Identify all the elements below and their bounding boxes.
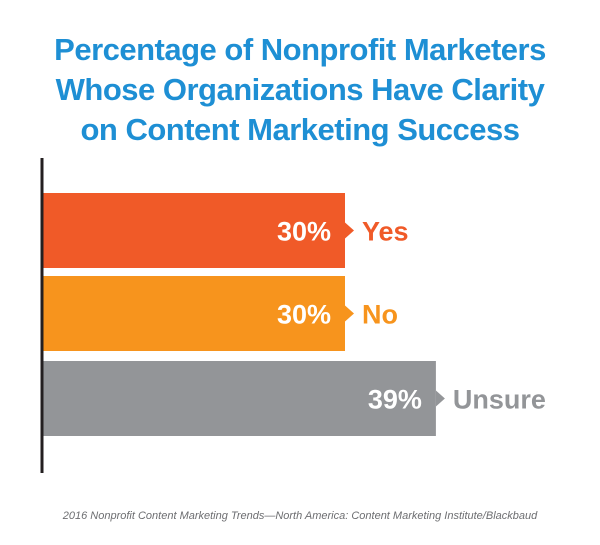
category-label-no: No [362, 300, 398, 330]
chart-title-line-1: Percentage of Nonprofit Marketers [54, 32, 546, 67]
bar-chart: 30% Yes 30% No 39% Unsure [40, 158, 546, 473]
chart-title: Percentage of Nonprofit Marketers Whose … [0, 30, 600, 150]
source-citation: 2016 Nonprofit Content Marketing Trends—… [62, 510, 538, 522]
data-label-no: 30% [277, 300, 331, 330]
category-label-unsure: Unsure [453, 385, 546, 415]
bar-yes [42, 193, 345, 268]
chart-title-line-2: Whose Organizations Have Clarity [55, 72, 545, 107]
bar-unsure [42, 361, 436, 436]
bar-pointer-yes [345, 222, 354, 239]
chart-title-line-3: on Content Marketing Success [80, 112, 520, 147]
data-label-unsure: 39% [368, 385, 422, 415]
category-label-yes: Yes [362, 217, 409, 247]
bar-pointer-unsure [435, 390, 445, 407]
bar-pointer-no [345, 305, 354, 322]
bar-no [42, 276, 345, 351]
data-label-yes: 30% [277, 217, 331, 247]
